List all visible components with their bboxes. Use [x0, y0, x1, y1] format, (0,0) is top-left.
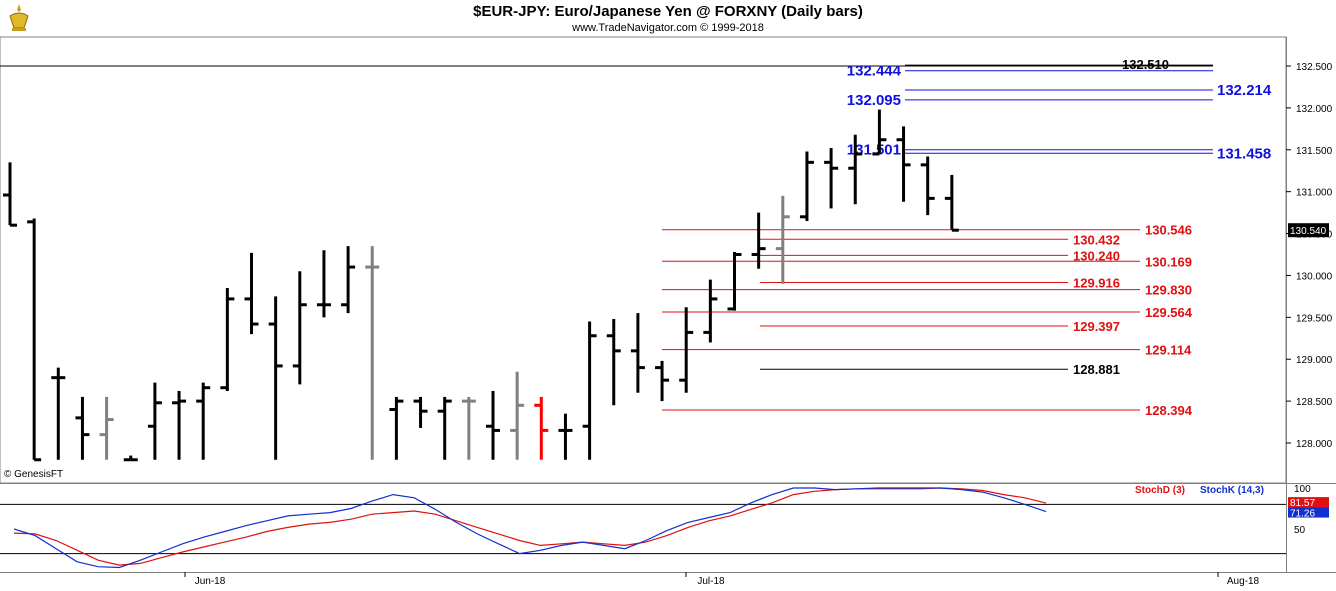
last-price-box	[1288, 223, 1329, 238]
stoch-series-line	[13, 487, 1047, 566]
price-level-label: 129.114	[1145, 343, 1192, 358]
stoch-series-line	[13, 487, 1047, 569]
price-level-label: 130.432	[1073, 232, 1120, 247]
stoch-tick-label: 50	[1294, 525, 1306, 536]
y-tick-label: 130.000	[1296, 271, 1333, 282]
price-level-label: 130.546	[1145, 223, 1192, 238]
y-tick-label: 132.500	[1296, 62, 1333, 73]
x-tick-label: Jul-18	[697, 576, 725, 587]
stoch-k-legend: StochK (14,3)	[1200, 485, 1264, 496]
price-level-label: 132.444	[847, 63, 902, 80]
price-level-label: 130.169	[1145, 254, 1192, 269]
price-level-label: 131.458	[1217, 145, 1271, 162]
price-level-label: 129.916	[1073, 275, 1120, 290]
y-tick-label: 131.000	[1296, 188, 1333, 199]
stoch-k-last-box	[1288, 507, 1329, 518]
trade-navigator-logo	[9, 4, 29, 31]
price-level-label: 132.510	[1122, 57, 1169, 72]
price-level-label: 128.881	[1073, 362, 1120, 377]
y-tick-label: 129.500	[1296, 313, 1333, 324]
price-level-label: 129.564	[1145, 305, 1193, 320]
price-level-label: 130.240	[1073, 248, 1120, 263]
stoch-k-last: 71.26	[1290, 509, 1315, 520]
price-level-label: 129.830	[1145, 283, 1192, 298]
stoch-d-last-box	[1288, 497, 1329, 509]
y-tick-label: 129.000	[1296, 355, 1333, 366]
price-level-label: 128.394	[1145, 403, 1193, 418]
price-level-label: 132.095	[847, 92, 901, 109]
chart-subtitle: www.TradeNavigator.com © 1999-2018	[572, 22, 764, 34]
x-tick-label: Jun-18	[195, 576, 226, 587]
x-tick-label: Aug-18	[1227, 576, 1260, 587]
y-tick-label: 128.500	[1296, 397, 1333, 408]
stoch-d-legend: StochD (3)	[1135, 485, 1185, 496]
y-tick-label: 131.500	[1296, 146, 1333, 157]
last-price-label: 130.540	[1290, 226, 1327, 237]
stoch-d-last: 81.57	[1290, 498, 1315, 509]
credit-label: © GenesisFT	[4, 469, 64, 480]
y-tick-label: 128.000	[1296, 439, 1333, 450]
price-level-label: 132.214	[1217, 82, 1272, 99]
stoch-tick-label: 100	[1294, 484, 1311, 495]
y-tick-label: 132.000	[1296, 104, 1333, 115]
chart-title: $EUR-JPY: Euro/Japanese Yen @ FORXNY (Da…	[473, 3, 863, 20]
price-level-label: 129.397	[1073, 319, 1120, 334]
